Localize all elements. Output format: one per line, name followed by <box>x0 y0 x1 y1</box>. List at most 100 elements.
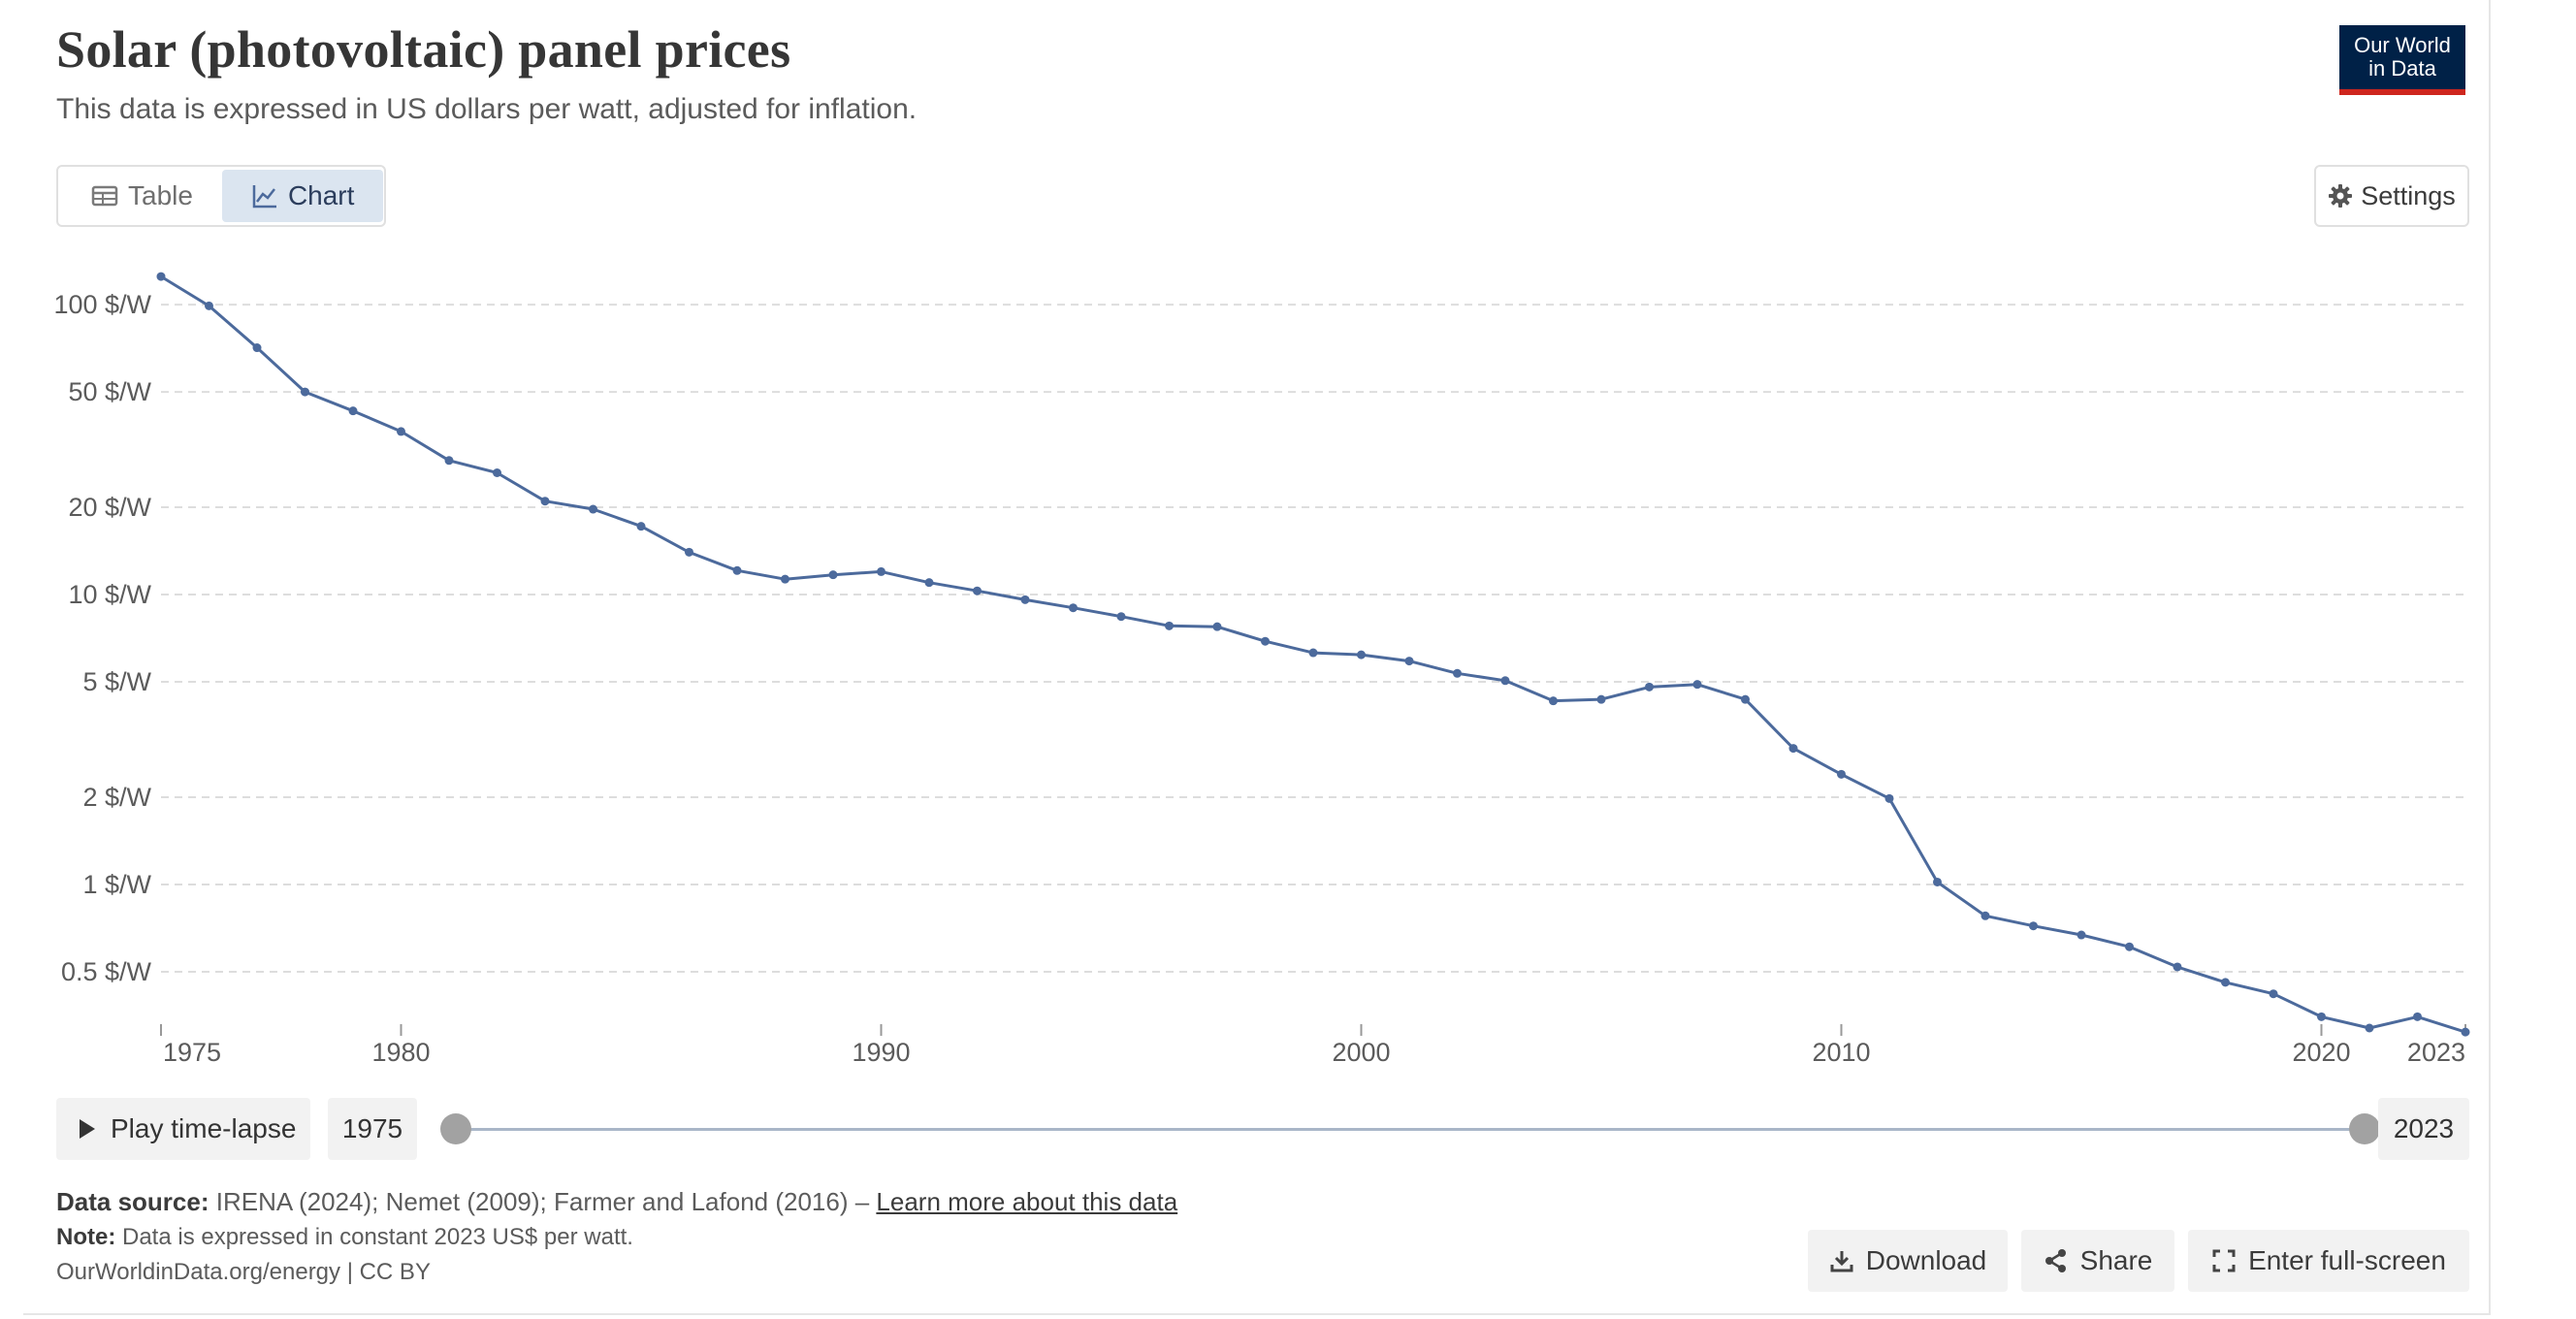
play-timelapse-button[interactable]: Play time-lapse <box>56 1098 310 1160</box>
data-point[interactable] <box>1069 603 1078 613</box>
tab-table[interactable]: Table <box>62 170 222 222</box>
data-point[interactable] <box>924 578 934 588</box>
data-point[interactable] <box>1933 877 1942 886</box>
data-points <box>156 272 2470 1037</box>
data-point[interactable] <box>2029 921 2038 931</box>
data-point[interactable] <box>2077 930 2086 940</box>
data-point[interactable] <box>685 547 693 557</box>
data-point[interactable] <box>877 566 886 576</box>
fullscreen-button[interactable]: Enter full-screen <box>2188 1230 2469 1292</box>
y-tick-label: 20 $/W <box>68 493 151 522</box>
data-point[interactable] <box>1884 793 1894 803</box>
share-label: Share <box>2079 1245 2153 1275</box>
source-text: IRENA (2024); Nemet (2009); Farmer and L… <box>209 1187 877 1216</box>
data-point[interactable] <box>540 497 550 506</box>
tab-table-label: Table <box>128 180 193 210</box>
data-point[interactable] <box>397 427 405 436</box>
grid-lines <box>161 304 2465 974</box>
download-label: Download <box>1865 1245 1987 1275</box>
data-point[interactable] <box>1308 648 1318 658</box>
tab-chart[interactable]: Chart <box>221 170 384 222</box>
x-tick-label: 1975 <box>163 1038 221 1067</box>
chart-frame <box>23 0 2491 1315</box>
table-icon <box>91 185 118 207</box>
data-point[interactable] <box>1980 911 1990 920</box>
data-point[interactable] <box>493 467 501 477</box>
data-point[interactable] <box>2125 942 2134 951</box>
data-point[interactable] <box>2173 962 2182 972</box>
data-point[interactable] <box>781 574 789 584</box>
x-tick-label: 2023 <box>2407 1038 2465 1067</box>
y-tick-label: 10 $/W <box>68 580 151 609</box>
data-point[interactable] <box>2413 1012 2422 1021</box>
data-point[interactable] <box>1453 668 1462 678</box>
y-tick-label: 2 $/W <box>82 783 151 812</box>
data-point[interactable] <box>2461 1027 2470 1037</box>
data-point[interactable] <box>1212 622 1222 631</box>
data-point[interactable] <box>1116 612 1126 622</box>
data-point[interactable] <box>1645 682 1654 692</box>
data-point[interactable] <box>205 301 213 310</box>
gear-icon <box>2329 184 2353 208</box>
x-axis: 1975 1980 1990 2000 2010 2020 2023 <box>160 1024 2466 1067</box>
start-year-box[interactable]: 1975 <box>328 1098 417 1160</box>
timeline-end-handle[interactable] <box>2349 1113 2380 1144</box>
y-axis-labels: 100 $/W 50 $/W 20 $/W 10 $/W 5 $/W 2 $/W 1 $/W… <box>53 290 151 986</box>
tab-chart-label: Chart <box>287 180 355 210</box>
data-point[interactable] <box>1357 650 1366 660</box>
timeline-track[interactable] <box>456 1128 2365 1131</box>
data-point[interactable] <box>2269 989 2278 999</box>
x-tick-label: 2020 <box>2292 1038 2350 1067</box>
chart-subtitle: This data is expressed in US dollars per… <box>56 93 918 125</box>
data-point[interactable] <box>444 456 454 466</box>
x-tick-label: 2010 <box>1812 1038 1870 1067</box>
data-point[interactable] <box>2317 1012 2326 1021</box>
y-tick-label: 5 $/W <box>82 667 151 696</box>
y-tick-label: 0.5 $/W <box>61 957 152 986</box>
line-chart: 100 $/W 50 $/W 20 $/W 10 $/W 5 $/W 2 $/W 1 $/W… <box>53 272 2470 1067</box>
data-point[interactable] <box>828 570 838 580</box>
data-point[interactable] <box>1404 657 1414 666</box>
share-button[interactable]: Share <box>2021 1230 2174 1292</box>
data-point[interactable] <box>1837 769 1846 779</box>
data-point[interactable] <box>1741 694 1750 704</box>
data-point[interactable] <box>636 522 646 531</box>
data-point[interactable] <box>1261 636 1270 646</box>
data-point[interactable] <box>589 504 597 514</box>
timeline-start-handle[interactable] <box>440 1113 471 1144</box>
data-point[interactable] <box>1549 696 1558 706</box>
data-point[interactable] <box>1020 595 1030 604</box>
x-tick-label: 2000 <box>1332 1038 1390 1067</box>
note-line: Note: Data is expressed in constant 2023… <box>56 1224 633 1251</box>
data-point[interactable] <box>348 406 358 416</box>
fullscreen-label: Enter full-screen <box>2248 1245 2446 1275</box>
data-point[interactable] <box>1692 680 1702 690</box>
end-year-box[interactable]: 2023 <box>2378 1098 2469 1160</box>
data-point[interactable] <box>1596 694 1606 704</box>
settings-label: Settings <box>2361 180 2456 210</box>
data-point[interactable] <box>2365 1023 2374 1033</box>
credit-line: OurWorldinData.org/energy | CC BY <box>56 1259 431 1285</box>
data-point[interactable] <box>1165 621 1174 630</box>
logo-line-1: Our World <box>2354 33 2451 57</box>
x-tick-label: 1980 <box>371 1038 430 1067</box>
y-tick-label: 50 $/W <box>68 377 151 406</box>
source-label: Data source: <box>56 1187 209 1216</box>
owid-logo[interactable]: Our World in Data <box>2339 25 2465 95</box>
data-point[interactable] <box>252 343 262 353</box>
data-point[interactable] <box>1500 676 1510 686</box>
view-tabs: Table Chart <box>56 165 386 227</box>
data-point[interactable] <box>2221 978 2230 987</box>
data-point[interactable] <box>1788 744 1798 754</box>
play-label: Play time-lapse <box>111 1113 297 1143</box>
settings-button[interactable]: Settings <box>2314 165 2469 227</box>
learn-more-link[interactable]: Learn more about this data <box>876 1187 1178 1216</box>
data-point[interactable] <box>156 272 166 281</box>
share-icon <box>2045 1249 2066 1272</box>
play-icon <box>80 1119 95 1139</box>
data-point[interactable] <box>301 387 309 397</box>
data-point[interactable] <box>973 586 982 595</box>
data-point[interactable] <box>732 565 742 575</box>
line-chart-icon <box>252 185 276 209</box>
download-button[interactable]: Download <box>1808 1230 2008 1292</box>
